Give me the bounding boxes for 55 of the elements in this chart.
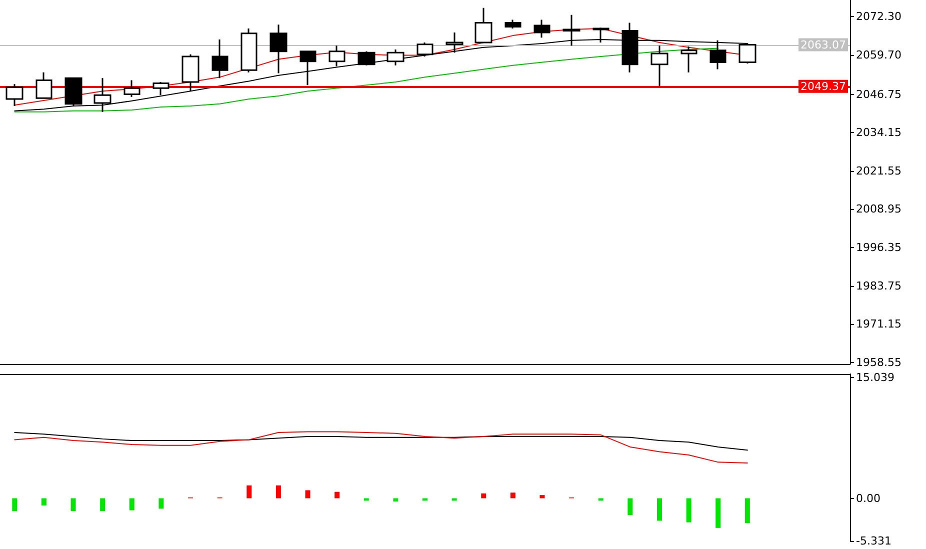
candlestick (36, 72, 52, 99)
bar (656, 498, 662, 521)
y-tick-label: 2034.15 (856, 126, 902, 140)
bar (540, 495, 545, 498)
candlestick (680, 46, 698, 74)
candlestick (416, 42, 434, 58)
bar (129, 498, 134, 510)
bar (70, 498, 76, 512)
candlestick (64, 77, 82, 107)
bar (628, 498, 633, 516)
candlestick (504, 19, 522, 30)
bar (510, 492, 516, 498)
candlestick (328, 44, 346, 67)
bar (334, 492, 340, 498)
bar (276, 485, 281, 498)
candlestick (182, 54, 200, 92)
candlestick (152, 81, 170, 96)
bar (481, 493, 486, 498)
y-tick-label: 2021.55 (856, 164, 902, 178)
candlestick (240, 28, 258, 74)
y-tick-label: 2072.30 (856, 10, 902, 24)
candlestick (386, 48, 404, 66)
candlestick (124, 79, 140, 98)
ref-line-label: 2063.07 (800, 38, 846, 52)
candlestick (212, 38, 228, 79)
y-tick-label: 1971.15 (856, 318, 902, 331)
bar (246, 485, 252, 498)
y-tick-label: 15.039 (856, 371, 894, 384)
y-tick-label: 2046.75 (856, 88, 902, 101)
y-tick-label: 1996.35 (856, 240, 902, 254)
y-tick-label: 1958.55 (856, 356, 902, 369)
y-tick-label: 1983.75 (856, 279, 902, 292)
bar (12, 498, 18, 512)
ref-line-label: 2049.37 (800, 80, 846, 93)
candlestick (358, 50, 376, 66)
bar (686, 498, 692, 522)
bar (716, 498, 721, 528)
candlestick (300, 50, 316, 86)
y-tick-label: 0.00 (856, 492, 880, 505)
candlestick (534, 19, 550, 38)
bar (744, 498, 750, 524)
bar (41, 498, 46, 506)
bar (158, 498, 164, 509)
y-tick-label: 2059.70 (856, 48, 902, 62)
bar (393, 498, 398, 502)
candlestick (650, 44, 668, 88)
candlestick (474, 7, 492, 44)
line-series (14, 431, 748, 464)
candlestick (6, 83, 24, 107)
y-tick-label: -5.331 (856, 534, 892, 548)
bar (305, 490, 310, 498)
line-series (14, 48, 719, 112)
line-series (14, 432, 748, 451)
y-tick-label: 2008.95 (856, 202, 902, 216)
bar (100, 498, 106, 512)
